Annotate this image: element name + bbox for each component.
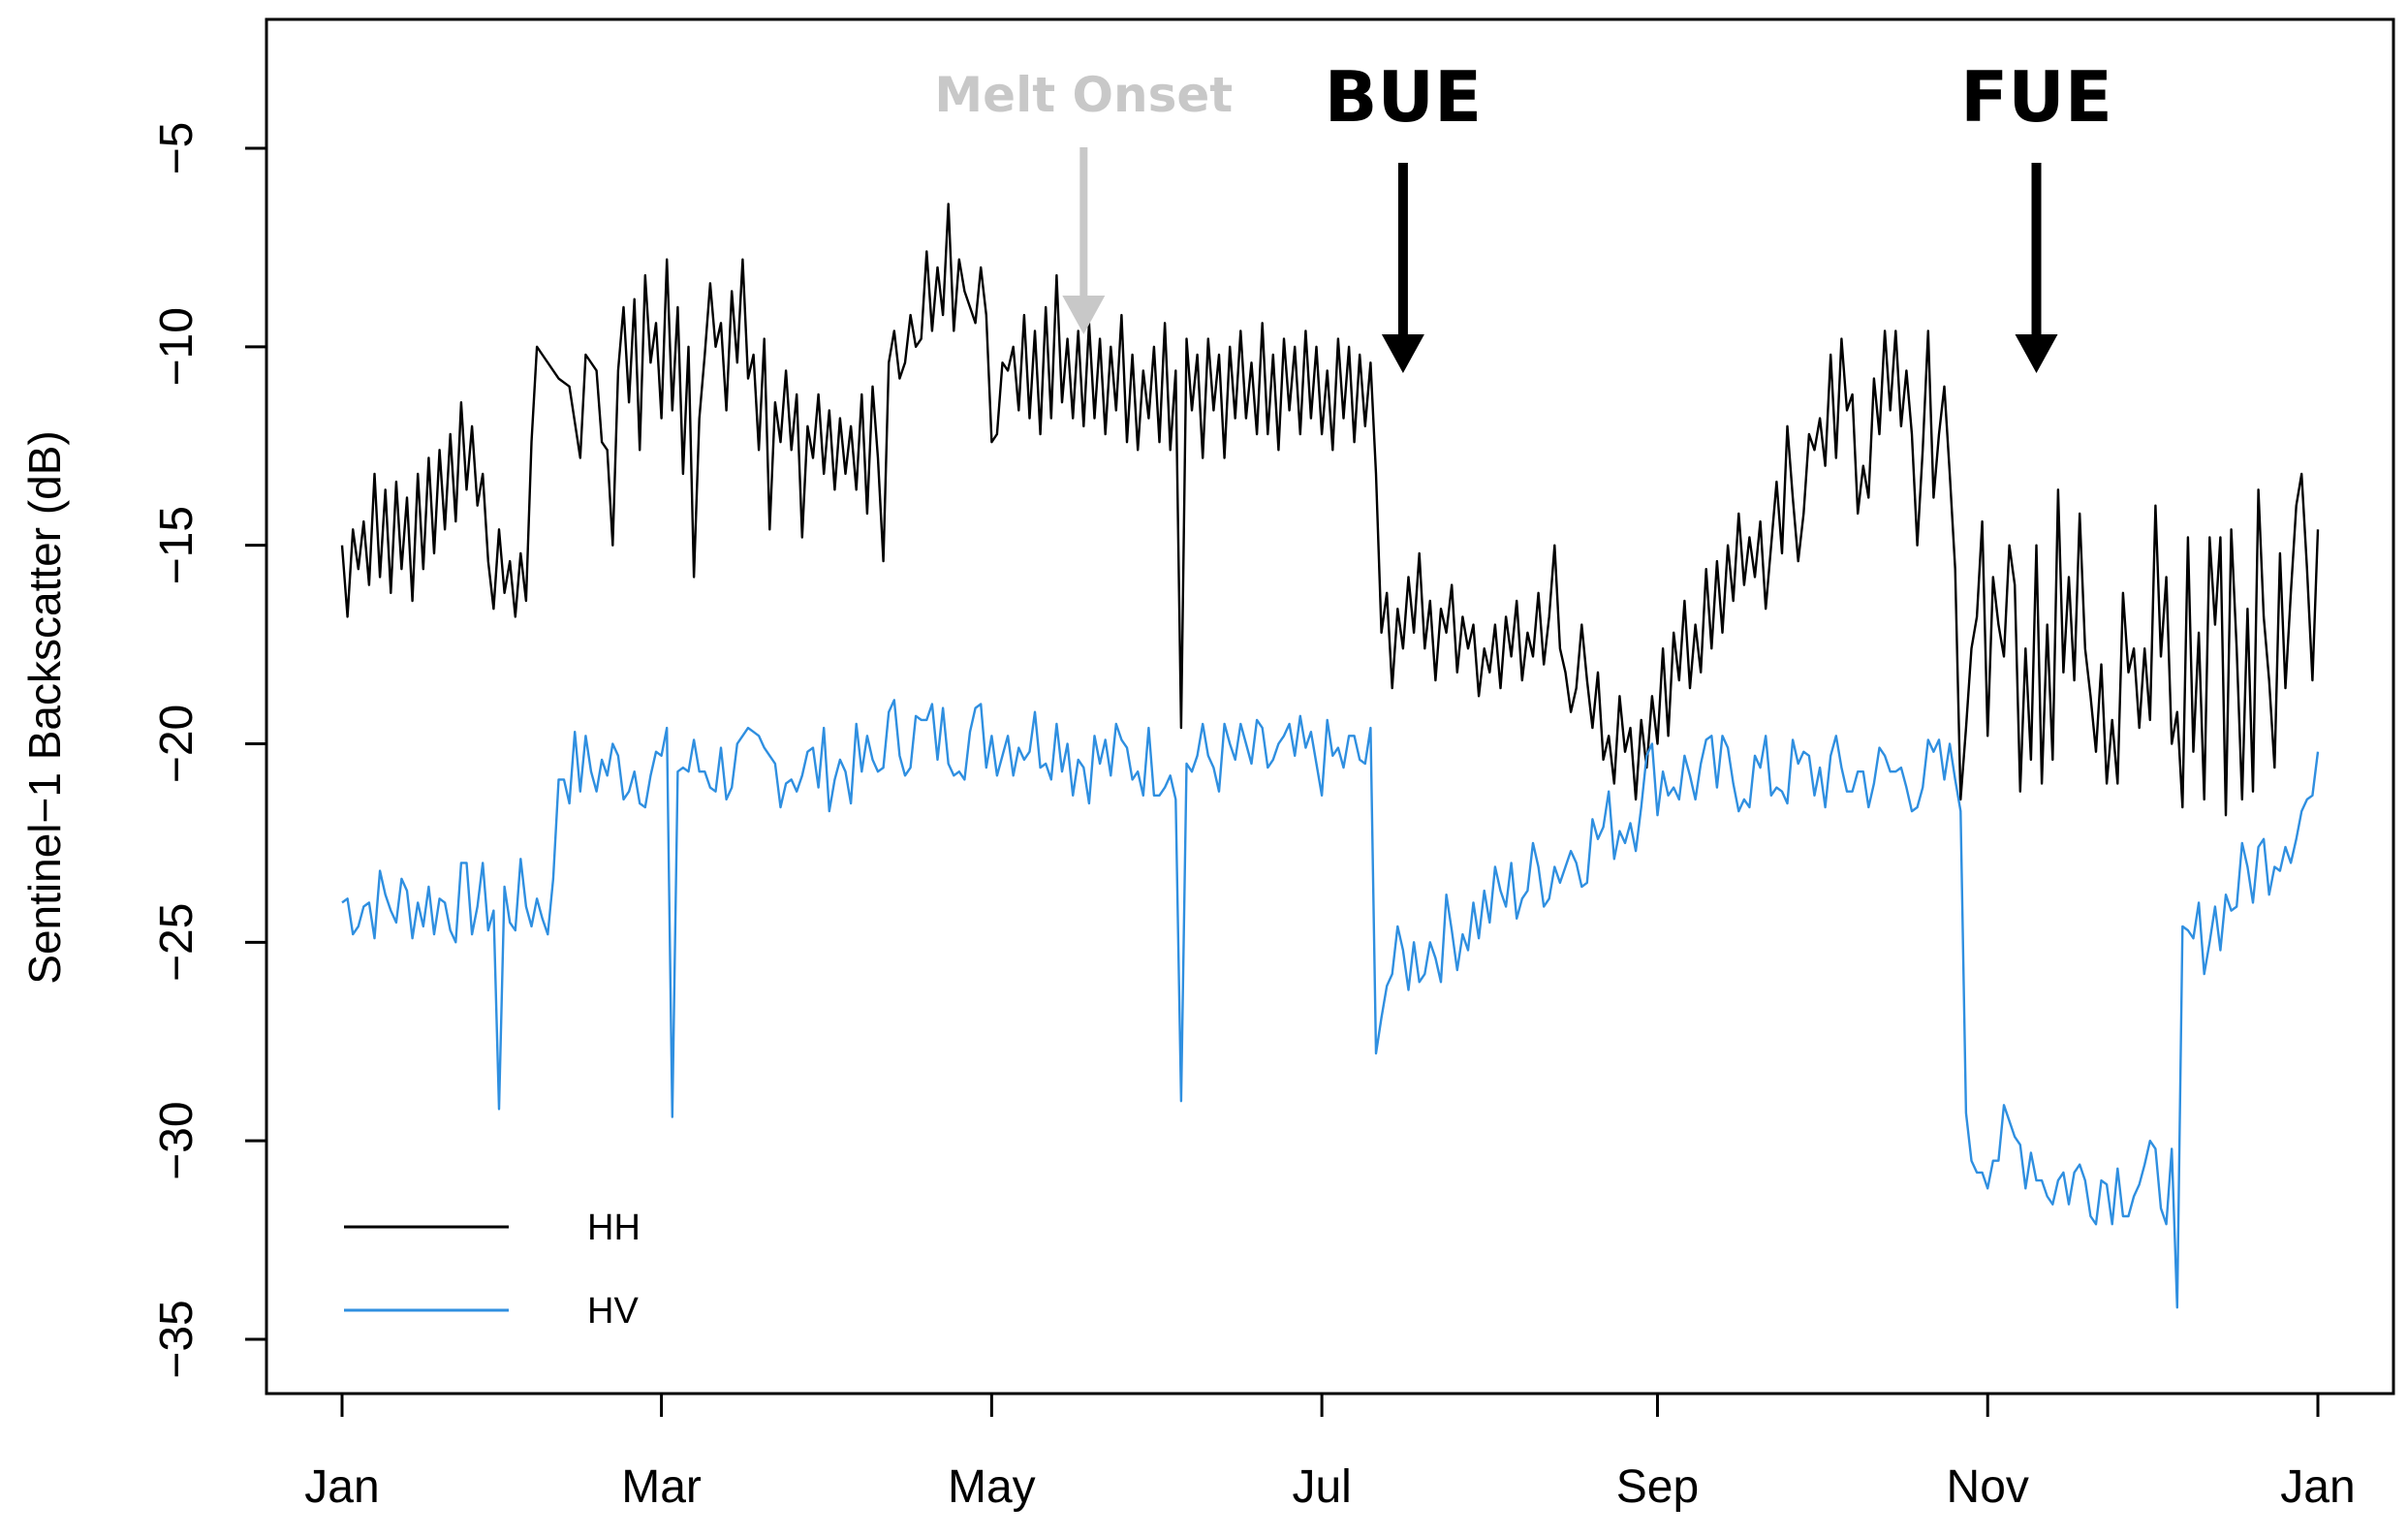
y-tick-label: −15 xyxy=(151,506,203,584)
y-tick-label: −35 xyxy=(151,1300,203,1378)
x-tick-label: Nov xyxy=(1947,1461,2029,1513)
y-tick-label: −30 xyxy=(151,1101,203,1179)
x-tick-label: Jan xyxy=(2280,1461,2355,1513)
legend: HH HV xyxy=(344,1208,641,1332)
annotation-arrow-head xyxy=(1062,296,1106,334)
y-tick-label: −25 xyxy=(151,903,203,982)
x-tick-label: Jul xyxy=(1292,1461,1351,1513)
series-line-hh xyxy=(340,203,2320,817)
annotation-bue: BUE xyxy=(1325,56,1483,373)
y-tick-label: −20 xyxy=(151,705,203,783)
annotation-fue: FUE xyxy=(1960,56,2112,373)
annotation-label: FUE xyxy=(1960,56,2112,138)
annotation-melt-onset: Melt Onset xyxy=(934,67,1233,334)
y-axis-label: Sentinel−1 Backscatter (dB) xyxy=(19,430,70,984)
y-tick-label: −5 xyxy=(151,122,203,175)
annotation-arrow-head xyxy=(1381,334,1424,373)
series-line-hv xyxy=(341,699,2320,1309)
x-tick-label: May xyxy=(948,1461,1036,1513)
annotation-label: BUE xyxy=(1325,56,1483,138)
legend-hh-label: HH xyxy=(587,1208,641,1248)
annotation-arrow-head xyxy=(2015,334,2058,373)
annotations: Melt Onset BUE FUE xyxy=(934,56,2112,373)
y-axis: −35 −30 −25 −20 −15 −10 −5 xyxy=(151,122,268,1379)
x-tick-label: Sep xyxy=(1616,1461,1699,1513)
legend-hv-label: HV xyxy=(587,1291,639,1332)
x-tick-label: Mar xyxy=(621,1461,702,1513)
x-tick-label: Jan xyxy=(304,1461,379,1513)
series-layer xyxy=(340,203,2320,1309)
y-tick-label: −10 xyxy=(151,307,203,386)
series-hv xyxy=(341,699,2320,1309)
series-hh xyxy=(340,203,2320,817)
x-axis: Jan Mar May Jul Sep Nov Jan xyxy=(304,1392,2356,1513)
plot-frame xyxy=(265,17,2395,1396)
annotation-label: Melt Onset xyxy=(934,67,1233,123)
